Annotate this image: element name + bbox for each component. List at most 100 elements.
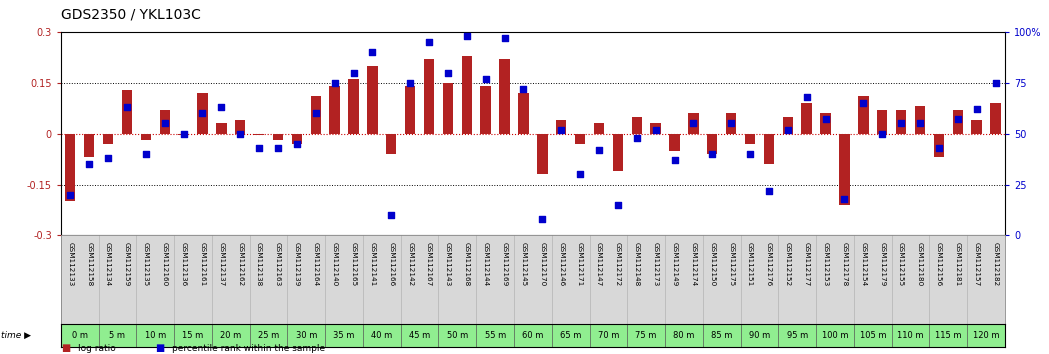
Point bbox=[779, 127, 796, 132]
Text: GSM112182: GSM112182 bbox=[992, 242, 999, 287]
Point bbox=[761, 188, 777, 193]
Point bbox=[477, 76, 494, 81]
Point bbox=[62, 192, 79, 198]
Bar bbox=[839, 133, 850, 205]
Text: GSM112174: GSM112174 bbox=[690, 242, 697, 287]
Point bbox=[798, 94, 815, 100]
Bar bbox=[122, 90, 132, 133]
Bar bbox=[594, 124, 604, 133]
Bar bbox=[273, 133, 283, 141]
Text: GSM112152: GSM112152 bbox=[785, 242, 791, 287]
Bar bbox=[783, 117, 793, 133]
Point bbox=[647, 127, 664, 132]
Bar bbox=[311, 96, 321, 133]
Text: GSM112171: GSM112171 bbox=[577, 242, 583, 287]
Bar bbox=[216, 124, 227, 133]
Text: GSM112173: GSM112173 bbox=[652, 242, 659, 287]
Text: GSM112154: GSM112154 bbox=[860, 242, 866, 287]
Text: GSM112147: GSM112147 bbox=[596, 242, 602, 287]
Point bbox=[968, 106, 985, 112]
Bar bbox=[84, 133, 94, 158]
Text: 105 m: 105 m bbox=[859, 331, 886, 340]
Bar bbox=[669, 133, 680, 150]
Bar bbox=[707, 133, 718, 154]
Bar bbox=[745, 133, 755, 144]
Point bbox=[232, 131, 249, 136]
Point bbox=[742, 151, 758, 157]
Bar bbox=[764, 133, 774, 164]
Point bbox=[704, 151, 721, 157]
Bar bbox=[858, 96, 869, 133]
Point bbox=[175, 131, 192, 136]
Text: 55 m: 55 m bbox=[485, 331, 506, 340]
Bar bbox=[537, 133, 548, 175]
Text: percentile rank within the sample: percentile rank within the sample bbox=[172, 344, 325, 353]
Text: ■: ■ bbox=[61, 343, 70, 353]
Bar bbox=[197, 93, 208, 133]
Point bbox=[949, 116, 966, 122]
Text: GSM112155: GSM112155 bbox=[898, 242, 904, 287]
Point bbox=[666, 157, 683, 163]
Point bbox=[855, 100, 872, 106]
Text: 75 m: 75 m bbox=[636, 331, 657, 340]
Bar bbox=[424, 59, 434, 133]
Bar bbox=[65, 133, 76, 201]
Point bbox=[912, 121, 928, 126]
Point bbox=[893, 121, 909, 126]
Bar bbox=[462, 56, 472, 133]
Point bbox=[364, 50, 381, 55]
Text: 25 m: 25 m bbox=[258, 331, 279, 340]
Text: 15 m: 15 m bbox=[183, 331, 204, 340]
Point bbox=[534, 216, 551, 222]
Bar bbox=[405, 86, 415, 133]
Text: GSM112141: GSM112141 bbox=[369, 242, 376, 287]
Bar bbox=[575, 133, 585, 144]
Bar bbox=[235, 120, 245, 133]
Text: GSM112136: GSM112136 bbox=[180, 242, 187, 287]
Text: GSM112176: GSM112176 bbox=[766, 242, 772, 287]
Text: 95 m: 95 m bbox=[787, 331, 808, 340]
Bar bbox=[952, 110, 963, 133]
Point bbox=[270, 145, 286, 151]
Point bbox=[458, 33, 475, 39]
Text: 60 m: 60 m bbox=[522, 331, 543, 340]
Text: GSM112142: GSM112142 bbox=[407, 242, 413, 287]
Text: GSM112170: GSM112170 bbox=[539, 242, 545, 287]
Bar bbox=[480, 86, 491, 133]
Text: 100 m: 100 m bbox=[821, 331, 849, 340]
Text: 80 m: 80 m bbox=[673, 331, 694, 340]
Point bbox=[194, 110, 211, 116]
Text: time ▶: time ▶ bbox=[1, 331, 31, 340]
Text: 70 m: 70 m bbox=[598, 331, 619, 340]
Point bbox=[496, 35, 513, 41]
Text: ■: ■ bbox=[155, 343, 165, 353]
Text: GSM112135: GSM112135 bbox=[143, 242, 149, 287]
Point bbox=[440, 70, 456, 75]
Text: GSM112149: GSM112149 bbox=[671, 242, 678, 287]
Point bbox=[213, 104, 230, 110]
Text: GSM112146: GSM112146 bbox=[558, 242, 564, 287]
Point bbox=[81, 161, 98, 167]
Bar bbox=[631, 117, 642, 133]
Text: GSM112162: GSM112162 bbox=[237, 242, 243, 287]
Bar bbox=[443, 83, 453, 133]
Bar bbox=[801, 103, 812, 133]
Text: GSM112164: GSM112164 bbox=[313, 242, 319, 287]
Bar bbox=[650, 124, 661, 133]
Bar bbox=[518, 93, 529, 133]
Point bbox=[572, 172, 588, 177]
Point bbox=[874, 131, 891, 136]
Bar bbox=[726, 113, 736, 133]
Text: log ratio: log ratio bbox=[78, 344, 115, 353]
Text: GSM112139: GSM112139 bbox=[294, 242, 300, 287]
Point bbox=[930, 145, 947, 151]
Bar bbox=[877, 110, 887, 133]
Bar bbox=[820, 113, 831, 133]
Point bbox=[723, 121, 740, 126]
Point bbox=[100, 155, 116, 161]
Point bbox=[515, 86, 532, 92]
Bar bbox=[141, 133, 151, 141]
Bar bbox=[896, 110, 906, 133]
Point bbox=[326, 80, 343, 86]
Bar bbox=[990, 103, 1001, 133]
